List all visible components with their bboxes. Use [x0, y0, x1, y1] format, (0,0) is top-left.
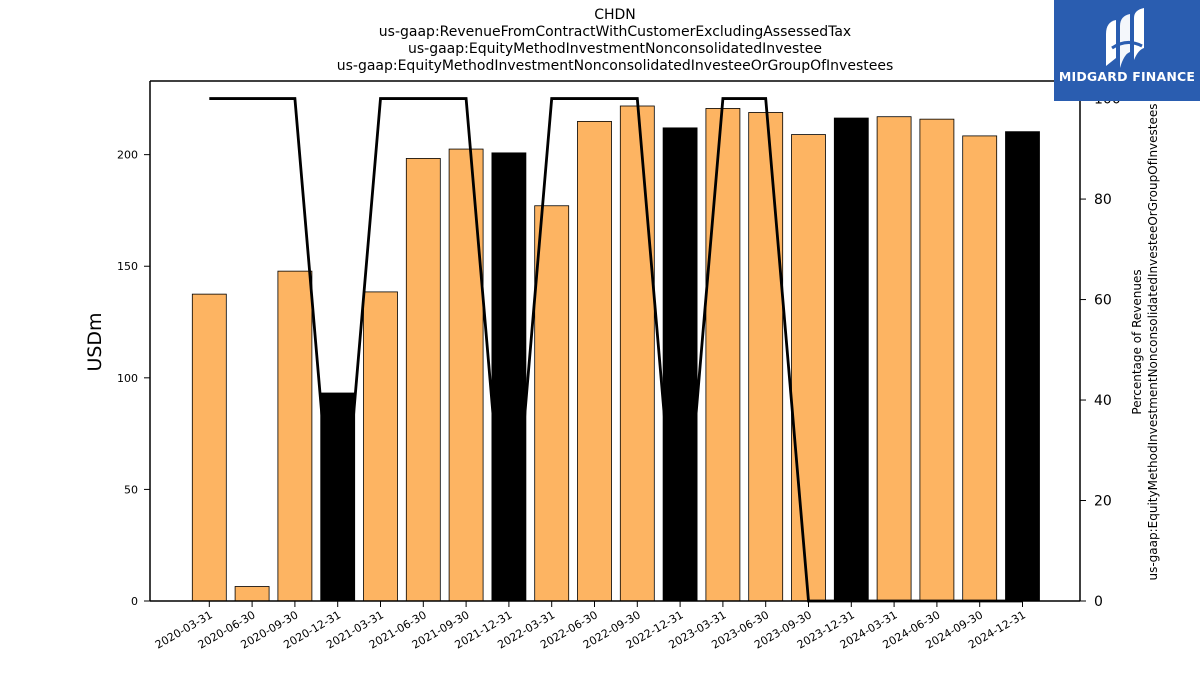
bar-2020-03-31 [191, 293, 227, 602]
bar-2023-12-31 [833, 117, 869, 602]
chart-title: CHDN us-gaap:RevenueFromContractWithCust… [150, 7, 1080, 75]
right-tick-label-80: 80 [1094, 192, 1112, 208]
bar-2024-12-31 [1005, 131, 1040, 602]
title-revenue-concept: us-gaap:RevenueFromContractWithCustomerE… [378, 24, 852, 40]
left-tick-label-50: 50 [124, 483, 138, 496]
bar-2024-09-30 [962, 135, 998, 602]
title-equity-method-concept: us-gaap:EquityMethodInvestmentNonconsoli… [408, 41, 822, 57]
bar-2022-03-31 [534, 205, 570, 602]
bar-2023-09-30 [791, 134, 826, 602]
left-tick-label-0: 0 [131, 595, 138, 608]
logo-text: MIDGARD FINANCE [1058, 69, 1196, 84]
bar-2022-12-31 [662, 127, 698, 602]
bar-2023-06-30 [748, 112, 784, 602]
bar-2020-12-31 [320, 392, 356, 602]
right-tick-label-0: 0 [1094, 594, 1103, 610]
bar-2021-06-30 [405, 158, 441, 602]
y-axis-label: USDm [84, 312, 106, 371]
left-tick-label-100: 100 [117, 372, 138, 385]
bar-2024-03-31 [876, 116, 912, 602]
bar-2021-09-30 [448, 148, 484, 602]
bar-2021-12-31 [491, 152, 527, 602]
right-tick-label-40: 40 [1094, 393, 1112, 409]
bar-2021-03-31 [363, 291, 398, 602]
bar-2022-09-30 [619, 105, 655, 602]
y-axis-right-label-line-1: Percentage of Revenues [1130, 269, 1144, 414]
left-tick-label-150: 150 [117, 260, 138, 273]
midgard-finance-logo: MIDGARD FINANCE [1054, 0, 1200, 101]
midgard-logo-icon [1106, 8, 1144, 68]
y-axis-right-label-line-2: us-gaap:EquityMethodInvestmentNonconsoli… [1146, 103, 1160, 580]
bar-2022-06-30 [577, 120, 612, 602]
bar-2020-06-30 [234, 586, 270, 602]
bar-2024-06-30 [919, 118, 955, 602]
right-tick-label-60: 60 [1094, 293, 1112, 309]
bar-2023-03-31 [705, 108, 741, 602]
title-ticker: CHDN [594, 7, 636, 23]
right-tick-label-20: 20 [1094, 494, 1112, 510]
left-tick-label-200: 200 [117, 149, 138, 162]
title-equity-group-concept: us-gaap:EquityMethodInvestmentNonconsoli… [336, 58, 894, 74]
bar-2020-09-30 [277, 270, 313, 602]
